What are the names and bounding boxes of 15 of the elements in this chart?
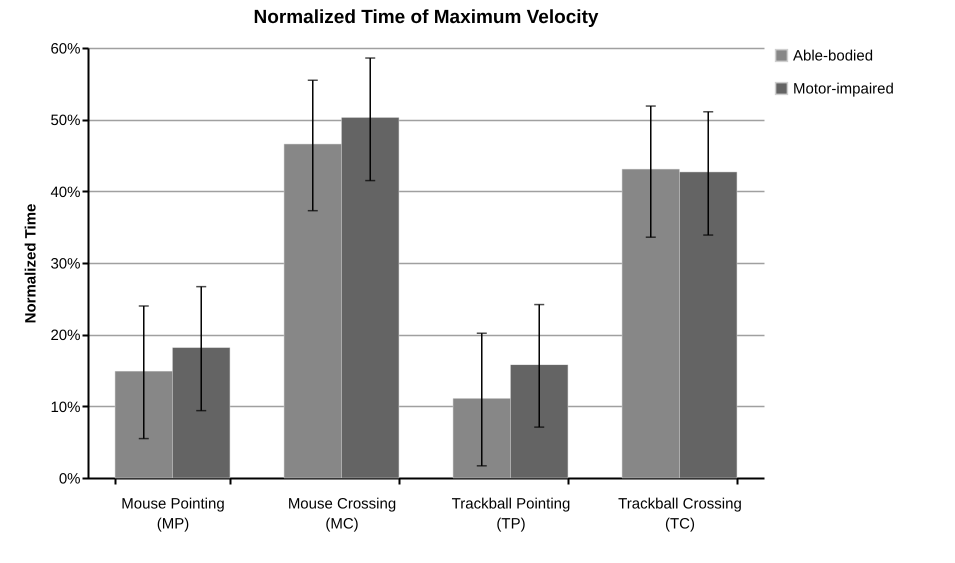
y-tick-label: 60% — [50, 40, 80, 58]
x-tick-label: Mouse Crossing (MC) — [288, 496, 396, 532]
y-tick-label: 10% — [50, 398, 80, 416]
y-tick-label: 50% — [50, 112, 80, 130]
x-tick-label: Trackball Pointing (TP) — [452, 496, 570, 532]
y-tick-label: 0% — [58, 470, 80, 488]
y-tick-label: 20% — [50, 327, 80, 344]
y-tick-label: 30% — [50, 256, 80, 272]
y-axis-title: Normalized Time — [22, 204, 40, 324]
x-tick-label: Mouse Pointing (MP) — [121, 496, 225, 532]
legend-label: Motor-impaired — [793, 80, 894, 98]
legend-label: Able-bodied — [793, 48, 874, 64]
x-tick-label: Trackball Crossing (TC) — [618, 496, 742, 532]
chart-title: Normalized Time of Maximum Velocity — [254, 7, 599, 28]
y-tick-label: 40% — [50, 184, 80, 201]
